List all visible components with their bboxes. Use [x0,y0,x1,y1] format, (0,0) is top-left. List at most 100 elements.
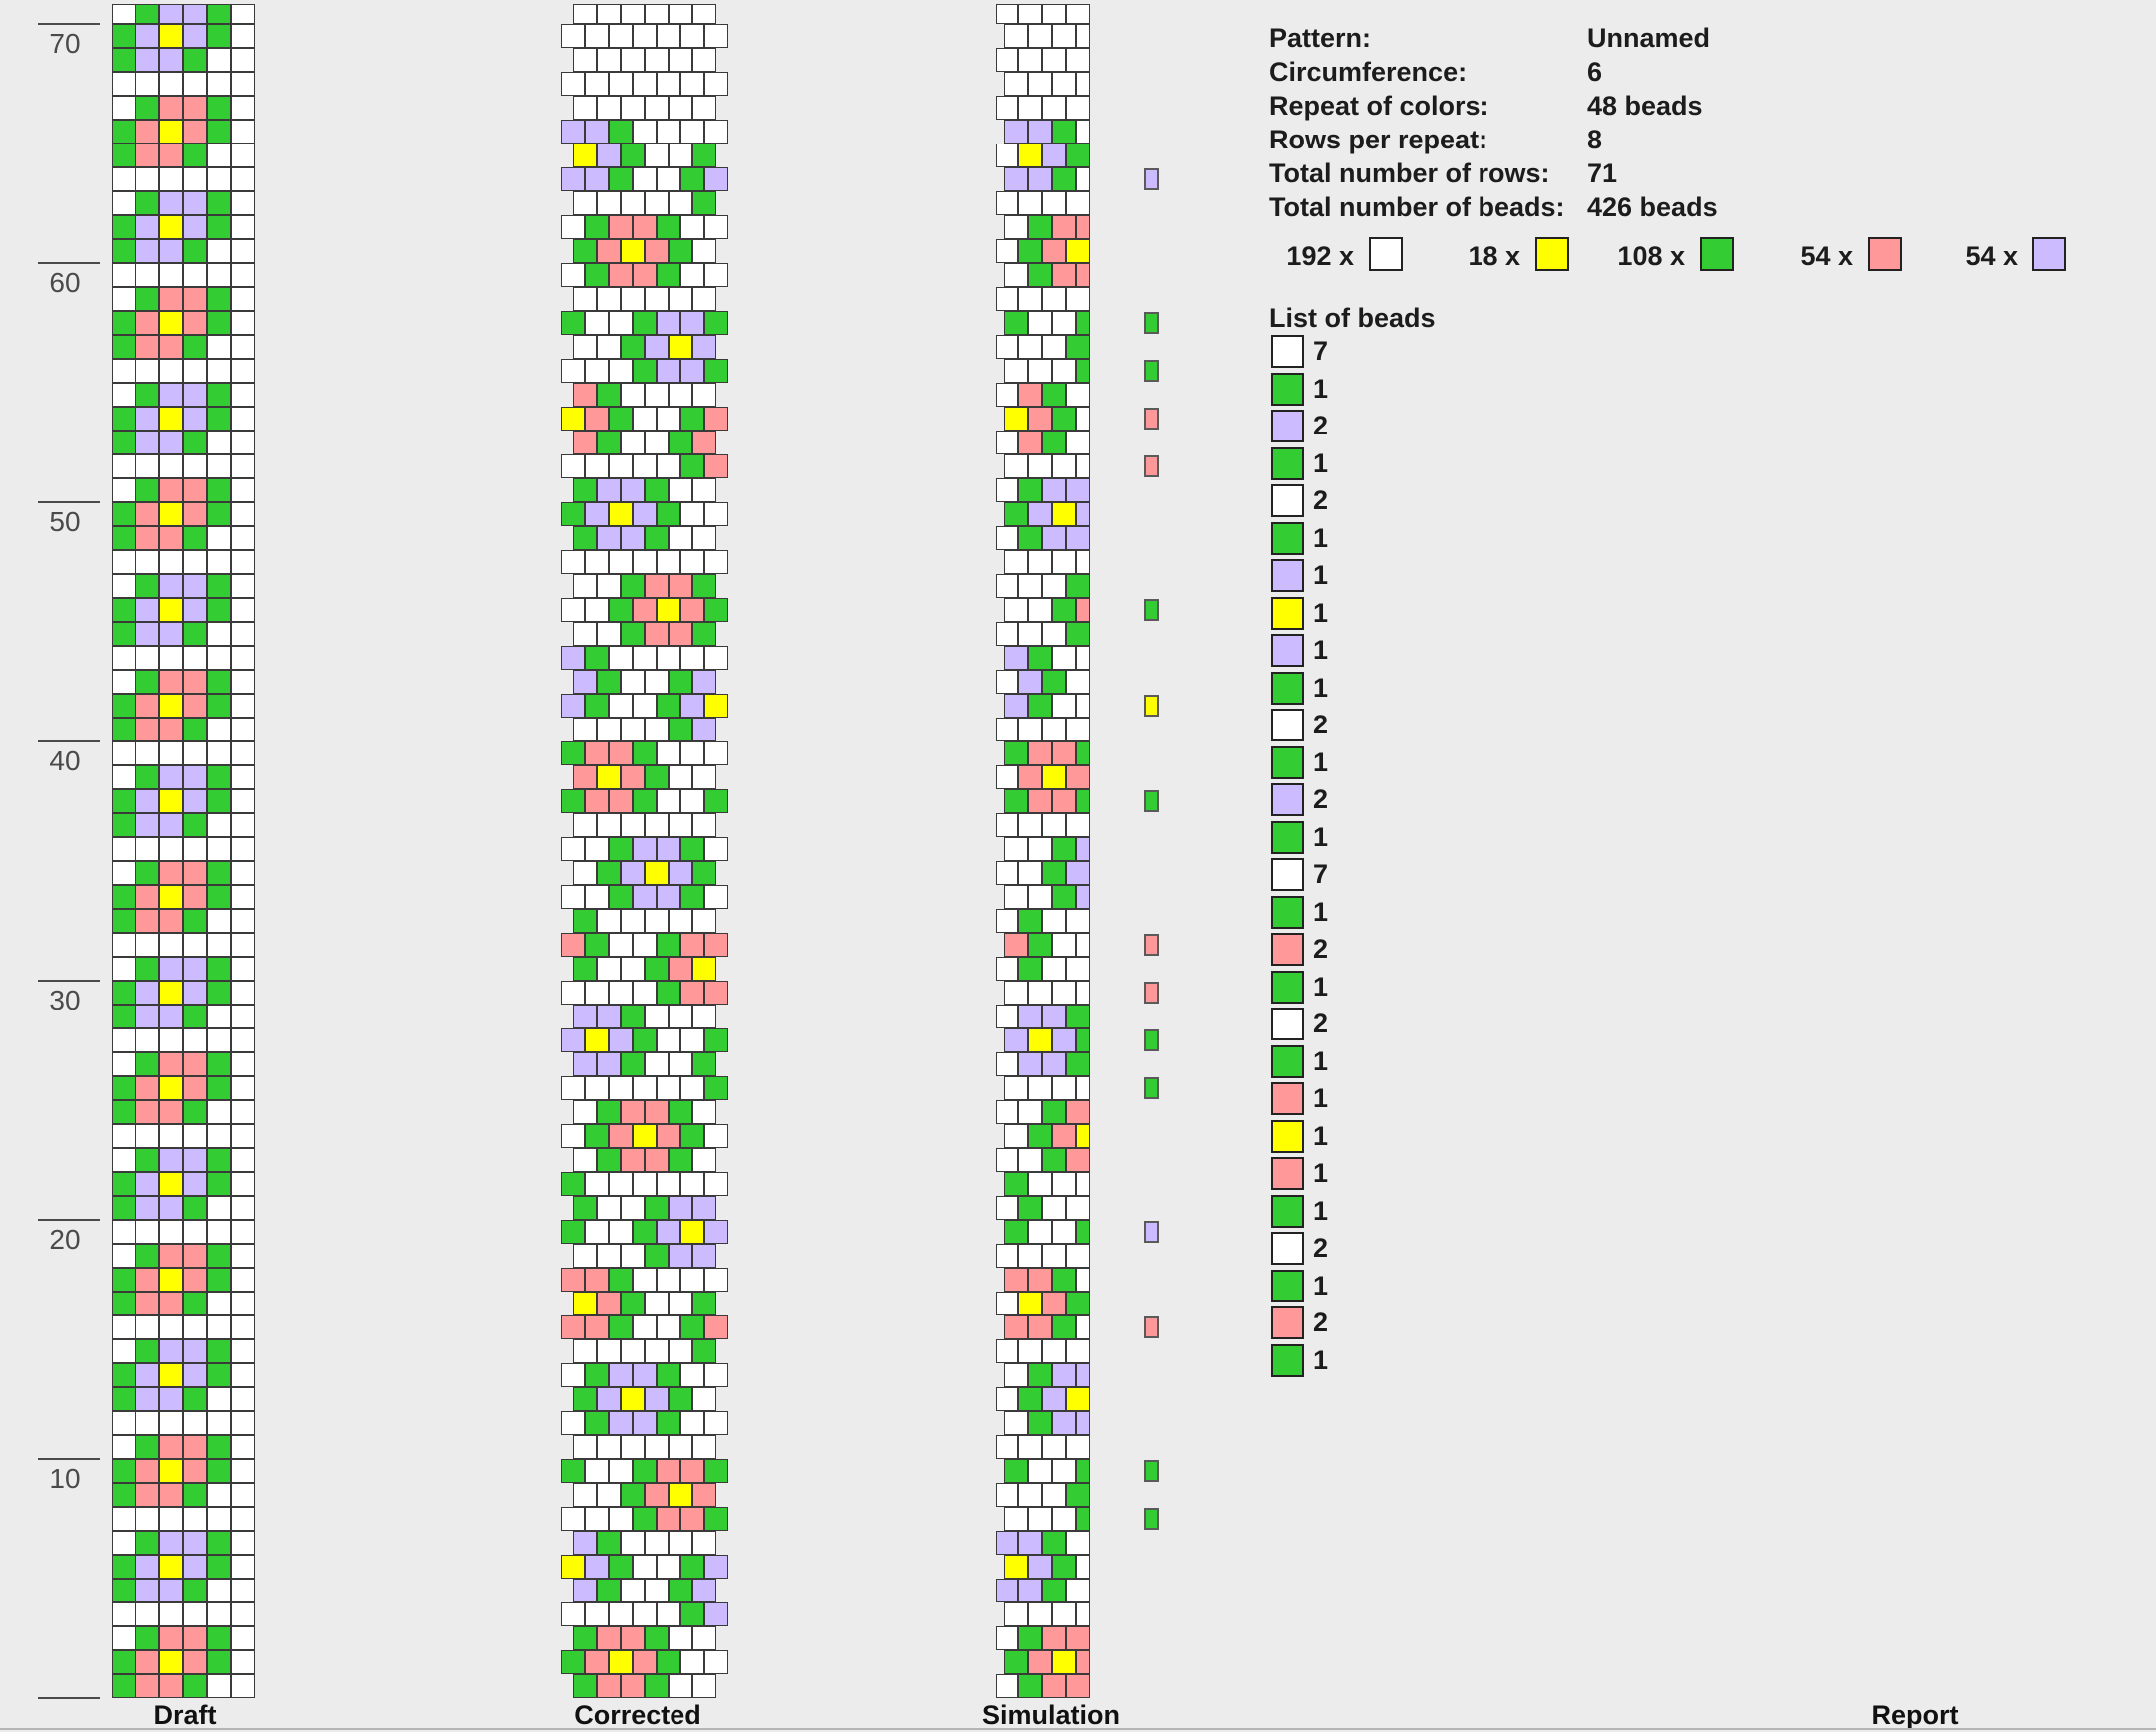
simulation-bead-cell[interactable] [1042,1339,1066,1363]
corrected-bead-cell[interactable] [692,1579,716,1602]
simulation-edge-half-bead[interactable] [1076,215,1090,239]
simulation-wrapped-bead[interactable] [1144,934,1159,956]
draft-bead-cell[interactable] [135,1196,159,1220]
simulation-edge-half-bead[interactable] [1076,837,1090,861]
corrected-bead-cell[interactable] [704,1124,728,1148]
corrected-bead-cell[interactable] [680,741,704,765]
corrected-bead-cell[interactable] [680,502,704,526]
simulation-bead-cell[interactable] [1018,813,1042,837]
draft-bead-cell[interactable] [135,1650,159,1674]
corrected-bead-cell[interactable] [657,72,680,96]
draft-bead-cell[interactable] [112,1100,135,1124]
corrected-bead-cell[interactable] [680,454,704,478]
simulation-bead-cell[interactable] [1018,4,1042,24]
draft-bead-cell[interactable] [231,1292,255,1315]
corrected-bead-cell[interactable] [669,1339,692,1363]
draft-bead-cell[interactable] [112,431,135,454]
draft-bead-cell[interactable] [135,1579,159,1602]
draft-bead-cell[interactable] [231,526,255,550]
draft-bead-cell[interactable] [183,263,207,287]
corrected-bead-cell[interactable] [585,1650,609,1674]
simulation-bead-cell[interactable] [1018,765,1042,789]
corrected-bead-cell[interactable] [585,359,609,383]
simulation-bead-cell[interactable] [1018,1674,1042,1698]
corrected-bead-cell[interactable] [669,1148,692,1172]
corrected-bead-cell[interactable] [561,694,585,718]
draft-bead-cell[interactable] [159,48,183,72]
draft-bead-cell[interactable] [231,670,255,694]
draft-bead-cell[interactable] [231,215,255,239]
draft-bead-cell[interactable] [183,502,207,526]
simulation-bead-cell[interactable] [1066,48,1090,72]
draft-bead-cell[interactable] [231,263,255,287]
simulation-wrapped-bead[interactable] [1144,1077,1159,1099]
draft-bead-cell[interactable] [183,718,207,741]
corrected-bead-cell[interactable] [621,813,645,837]
corrected-bead-cell[interactable] [585,550,609,574]
corrected-bead-cell[interactable] [704,1028,728,1052]
simulation-bead-cell[interactable] [1004,1268,1028,1292]
corrected-bead-cell[interactable] [692,622,716,646]
draft-bead-cell[interactable] [207,885,231,909]
draft-bead-cell[interactable] [112,598,135,622]
draft-bead-cell[interactable] [135,598,159,622]
corrected-bead-cell[interactable] [573,1435,597,1459]
corrected-bead-cell[interactable] [561,1602,585,1626]
simulation-edge-half-bead[interactable] [1076,550,1090,574]
corrected-bead-cell[interactable] [585,167,609,191]
simulation-bead-cell[interactable] [1018,96,1042,120]
simulation-bead-cell[interactable] [1042,96,1066,120]
draft-bead-cell[interactable] [112,191,135,215]
corrected-bead-cell[interactable] [609,24,633,48]
simulation-bead-cell[interactable] [1004,646,1028,670]
draft-bead-cell[interactable] [207,765,231,789]
draft-bead-cell[interactable] [159,1315,183,1339]
corrected-bead-cell[interactable] [645,765,669,789]
corrected-bead-cell[interactable] [561,359,585,383]
draft-bead-cell[interactable] [135,1555,159,1579]
corrected-bead-cell[interactable] [621,1483,645,1507]
draft-bead-cell[interactable] [183,287,207,311]
corrected-bead-cell[interactable] [585,263,609,287]
corrected-bead-cell[interactable] [561,72,585,96]
corrected-bead-cell[interactable] [573,48,597,72]
simulation-bead-cell[interactable] [1052,741,1076,765]
simulation-bead-cell[interactable] [1052,502,1076,526]
simulation-edge-half-bead[interactable] [996,478,1018,502]
simulation-bead-cell[interactable] [1042,1292,1066,1315]
simulation-edge-half-bead[interactable] [996,957,1018,981]
draft-bead-cell[interactable] [207,478,231,502]
corrected-bead-cell[interactable] [669,144,692,167]
corrected-bead-cell[interactable] [573,1100,597,1124]
draft-bead-cell[interactable] [231,48,255,72]
corrected-bead-cell[interactable] [680,1124,704,1148]
draft-bead-cell[interactable] [183,72,207,96]
draft-bead-cell[interactable] [135,933,159,957]
corrected-bead-cell[interactable] [597,1100,621,1124]
corrected-bead-cell[interactable] [704,1411,728,1435]
draft-bead-cell[interactable] [183,1387,207,1411]
corrected-bead-cell[interactable] [621,574,645,598]
draft-bead-cell[interactable] [207,502,231,526]
simulation-edge-half-bead[interactable] [996,813,1018,837]
corrected-bead-cell[interactable] [692,957,716,981]
corrected-bead-cell[interactable] [621,431,645,454]
corrected-bead-cell[interactable] [692,239,716,263]
draft-bead-cell[interactable] [135,1028,159,1052]
draft-bead-cell[interactable] [112,1028,135,1052]
corrected-bead-cell[interactable] [680,1172,704,1196]
draft-bead-cell[interactable] [112,885,135,909]
simulation-bead-cell[interactable] [1042,1435,1066,1459]
corrected-bead-cell[interactable] [585,72,609,96]
corrected-bead-cell[interactable] [609,1555,633,1579]
draft-bead-cell[interactable] [183,1435,207,1459]
corrected-bead-cell[interactable] [597,4,621,24]
corrected-bead-cell[interactable] [704,1459,728,1483]
simulation-bead-cell[interactable] [1028,263,1052,287]
corrected-bead-cell[interactable] [585,311,609,335]
draft-bead-cell[interactable] [159,1411,183,1435]
corrected-bead-cell[interactable] [597,574,621,598]
corrected-bead-cell[interactable] [597,861,621,885]
corrected-bead-cell[interactable] [633,1507,657,1531]
corrected-bead-cell[interactable] [561,789,585,813]
